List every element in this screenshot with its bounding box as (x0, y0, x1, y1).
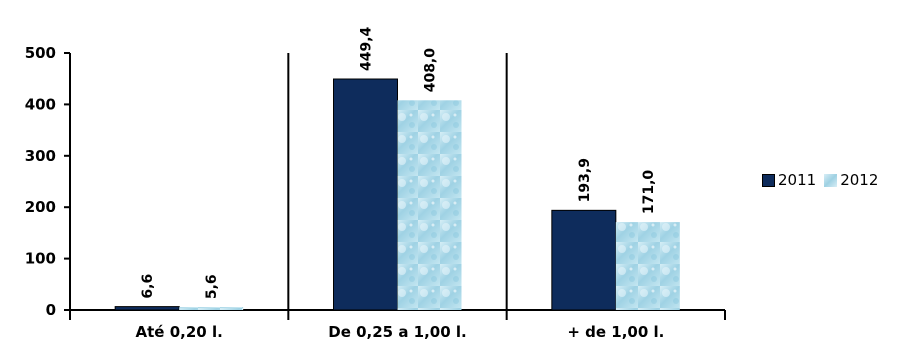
category-label: De 0,25 a 1,00 l. (328, 323, 467, 341)
category-label: Até 0,20 l. (136, 323, 223, 341)
y-tick-label: 0 (46, 301, 56, 319)
legend-swatch-2011 (762, 173, 775, 187)
data-label-2012-0: 5,6 (204, 274, 220, 299)
legend-label-2011: 2011 (778, 171, 817, 189)
legend-label-2012: 2012 (840, 171, 879, 189)
legend: 2011 2012 (762, 171, 886, 189)
bar-2011-2 (551, 209, 617, 311)
legend-item-2012: 2012 (824, 171, 878, 189)
category-label: + de 1,00 l. (567, 323, 664, 341)
bar-2011-1 (333, 78, 398, 311)
bar-2012-2 (615, 222, 680, 310)
data-label-2011-0: 6,6 (140, 274, 156, 299)
legend-swatch-2012 (824, 173, 838, 187)
data-label-2011-2: 193,9 (577, 158, 593, 202)
bars (114, 78, 680, 311)
y-tick-label: 400 (25, 95, 56, 113)
data-label-2012-1: 408,0 (423, 48, 439, 93)
labels: Até 0,20 l. De 0,25 a 1,00 l. + de 1,00 l.… (136, 26, 665, 341)
legend-item-2011: 2011 (762, 171, 816, 189)
y-tick-label: 300 (25, 147, 56, 165)
y-tick-label: 200 (25, 198, 56, 216)
bar-2011-0 (114, 306, 180, 311)
bar-2012-1 (397, 100, 462, 311)
bar-2012-0 (179, 307, 244, 310)
data-label-2012-2: 171,0 (641, 170, 657, 215)
y-tick-label: 100 (25, 250, 56, 268)
y-tick-label: 500 (25, 44, 56, 62)
data-label-2011-1: 449,4 (359, 26, 375, 71)
